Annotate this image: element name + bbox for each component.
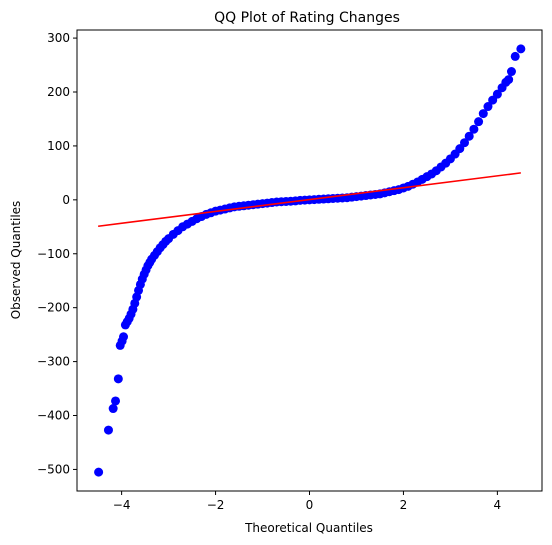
data-point — [510, 51, 520, 61]
x-tick-label: 0 — [306, 498, 314, 512]
data-point — [469, 124, 479, 134]
data-point — [103, 425, 113, 435]
x-tick-label: 2 — [400, 498, 408, 512]
data-point — [119, 332, 128, 342]
y-tick-label: 100 — [47, 139, 70, 153]
y-axis-title: Observed Quantiles — [9, 201, 23, 320]
y-tick-label: −500 — [37, 462, 70, 476]
data-point — [94, 467, 104, 477]
chart-title: QQ Plot of Rating Changes — [214, 10, 400, 26]
x-tick-label: 4 — [494, 498, 502, 512]
y-tick-label: −100 — [37, 247, 70, 261]
data-point — [111, 396, 121, 406]
y-tick-label: 300 — [47, 31, 70, 45]
data-point — [474, 117, 484, 127]
y-tick-label: −300 — [37, 355, 70, 369]
x-tick-label: −2 — [207, 498, 225, 512]
data-point — [506, 67, 516, 77]
x-axis: −4 −2 0 2 4 — [113, 491, 501, 512]
y-tick-label: −400 — [37, 409, 70, 423]
y-tick-label: 0 — [62, 193, 70, 207]
data-point — [492, 89, 502, 99]
data-point — [504, 75, 514, 85]
y-tick-label: −200 — [37, 301, 70, 315]
x-axis-title: Theoretical Quantiles — [244, 521, 373, 535]
data-point — [483, 102, 493, 112]
data-point — [113, 374, 123, 384]
y-tick-label: 200 — [47, 85, 70, 99]
data-point — [478, 109, 488, 119]
data-point — [464, 131, 474, 141]
x-tick-label: −4 — [113, 498, 131, 512]
data-point — [516, 44, 526, 54]
y-axis: −500 −400 −300 −200 −100 0 100 200 300 — [37, 31, 77, 476]
data-point — [108, 404, 118, 414]
data-point — [460, 138, 469, 148]
fit-line — [98, 172, 521, 228]
plot-area — [94, 44, 526, 477]
